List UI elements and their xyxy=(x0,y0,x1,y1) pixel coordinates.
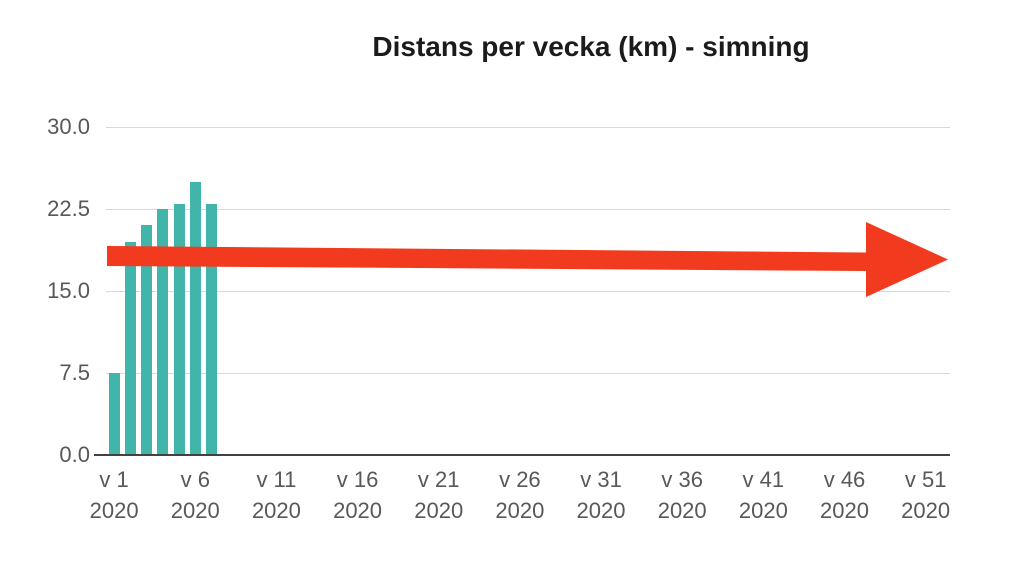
gridline-22.5 xyxy=(106,209,950,210)
x-tick-week-text: v 31 xyxy=(580,467,622,492)
x-axis-line xyxy=(94,454,950,456)
x-tick-year-text: 2020 xyxy=(657,498,707,523)
x-tick-week-text: v 26 xyxy=(499,467,541,492)
x-tick-year-text: 2020 xyxy=(170,498,220,523)
x-tick-label-week-41: v 41 2020 xyxy=(721,464,805,526)
x-tick-year-text: 2020 xyxy=(738,498,788,523)
x-tick-year-text: 2020 xyxy=(820,498,869,523)
x-tick-label-week-36: v 36 2020 xyxy=(640,464,724,526)
bar-week-7 xyxy=(206,203,217,455)
x-tick-label-week-11: v 11 2020 xyxy=(234,464,318,526)
x-tick-year-text: 2020 xyxy=(495,498,545,523)
x-tick-week-text: v 21 xyxy=(417,467,460,492)
x-tick-year-text: 2020 xyxy=(901,498,951,523)
bar-week-1 xyxy=(108,373,120,455)
y-tick-label-30.0: 30.0 xyxy=(47,114,90,139)
bar-week-6 xyxy=(189,181,201,455)
x-tick-label-week-16: v 16 2020 xyxy=(316,464,400,526)
gridline-15.0 xyxy=(106,291,950,292)
x-tick-week-text: v 16 xyxy=(336,467,379,492)
y-tick-label-0.0: 0.0 xyxy=(59,442,90,467)
x-tick-week-text: v 1 xyxy=(99,467,129,492)
bar-week-2 xyxy=(124,241,136,455)
gridline-30.0 xyxy=(106,127,950,128)
x-tick-week-text: v 36 xyxy=(661,467,703,492)
bar-week-3 xyxy=(141,225,153,455)
x-tick-week-text: v 6 xyxy=(180,467,210,492)
bar-week-4 xyxy=(157,209,169,455)
y-tick-label-22.5: 22.5 xyxy=(47,196,90,221)
x-tick-week-text: v 46 xyxy=(823,467,866,492)
x-tick-label-week-1: v 1 2020 xyxy=(72,464,156,526)
x-tick-year-text: 2020 xyxy=(89,498,139,523)
x-tick-label-week-6: v 6 2020 xyxy=(153,464,237,526)
x-tick-year-text: 2020 xyxy=(576,498,626,523)
x-tick-week-text: v 11 xyxy=(256,467,297,492)
x-tick-label-week-46: v 46 2020 xyxy=(803,464,887,526)
chart-title: Distans per vecka (km) - simning xyxy=(372,31,810,62)
x-tick-year-text: 2020 xyxy=(414,498,464,523)
x-tick-week-text: v 41 xyxy=(742,467,785,492)
y-tick-label-15.0: 15.0 xyxy=(47,278,90,303)
x-tick-year-text: 2020 xyxy=(333,498,383,523)
y-tick-label-7.5: 7.5 xyxy=(59,360,90,385)
x-tick-week-text: v 51 xyxy=(904,467,947,492)
x-tick-label-week-51: v 51 2020 xyxy=(884,464,968,526)
x-tick-year-text: 2020 xyxy=(251,498,301,523)
gridline-7.5 xyxy=(106,373,950,374)
x-tick-label-week-21: v 21 2020 xyxy=(397,464,481,526)
bar-week-5 xyxy=(173,203,185,455)
x-tick-label-week-31: v 31 2020 xyxy=(559,464,643,526)
x-tick-label-week-26: v 26 2020 xyxy=(478,464,562,526)
